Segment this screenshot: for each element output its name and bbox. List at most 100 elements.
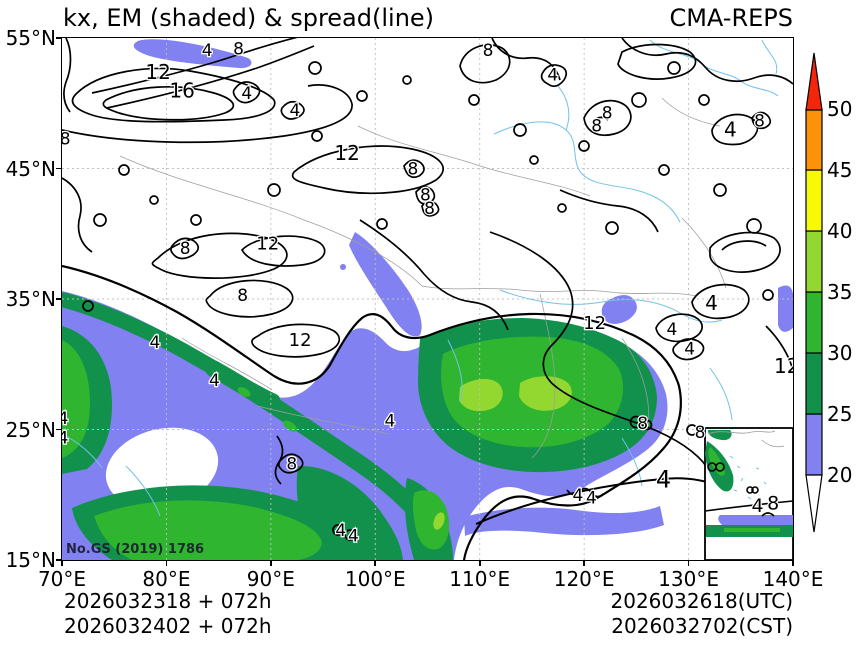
contour-label: 8 <box>180 239 191 259</box>
contour-label: 8 <box>424 199 435 219</box>
contour-label: 8 <box>591 117 602 137</box>
y-tick-mark <box>56 298 61 300</box>
contour-label: 8 <box>233 40 244 60</box>
y-tick-label: 35°N <box>5 287 56 311</box>
contour-label: 8 <box>483 41 494 61</box>
colorbar-tick-label: 40 <box>827 219 852 243</box>
x-tick-mark <box>583 561 585 566</box>
y-tick-mark <box>56 37 61 39</box>
colorbar-under-arrow <box>805 474 823 533</box>
y-tick-mark <box>56 559 61 561</box>
contour-label: 8 <box>767 492 779 514</box>
contour-label: 12 <box>583 313 606 334</box>
valid-time-cst: 2026032702(CST) <box>611 614 793 638</box>
contour-label: 4 <box>62 428 68 448</box>
valid-time-utc: 2026032618(UTC) <box>610 589 794 613</box>
y-tick-label: 55°N <box>5 26 56 50</box>
x-tick-label: 120°E <box>553 567 615 591</box>
contour-label: 4 <box>751 495 763 517</box>
contour-label: 4 <box>150 333 161 353</box>
contour-label: 8 <box>637 414 648 434</box>
model-label: CMA-REPS <box>669 4 793 32</box>
colorbar-tick-label: 50 <box>827 97 852 121</box>
contour-label: 12 <box>289 330 312 351</box>
colorbar-band <box>805 291 823 354</box>
x-tick-label: 140°E <box>762 567 824 591</box>
colorbar-tick-label: 20 <box>827 463 852 487</box>
colorbar-tick-label: 25 <box>827 402 852 426</box>
init-time-cst: 2026032402 + 072h <box>64 614 272 638</box>
colorbar-tick-label: 45 <box>827 158 852 182</box>
contour-label: 8 <box>695 423 706 443</box>
inset-frame <box>704 427 793 560</box>
init-time-utc: 2026032318 + 072h <box>64 589 272 613</box>
contour-label: 8 <box>602 104 613 124</box>
colorbar-over-arrow <box>805 52 823 111</box>
map-approval-watermark: No.GS (2019) 1786 <box>66 542 205 557</box>
contour-label: 12 <box>334 141 359 165</box>
contour-label: 4 <box>241 84 252 104</box>
contour-label: 4 <box>656 466 671 494</box>
map-canvas: 4812164484884881288881281244441244412884… <box>62 38 793 560</box>
contour-labels: 4812164484884881288881281244441244412884… <box>62 38 793 547</box>
contour-label: 4 <box>586 488 597 508</box>
contour-label: 4 <box>202 41 213 61</box>
colorbar: 20 25 30 35 40 45 50 <box>805 52 852 533</box>
contour-label: 12 <box>145 60 170 84</box>
x-tick-mark <box>165 561 168 566</box>
x-tick-label: 110°E <box>449 567 511 591</box>
south-china-sea-inset <box>704 427 793 560</box>
colorbar-band <box>805 169 823 232</box>
contour-label: 8 <box>407 160 418 180</box>
contour-label: 8 <box>420 186 431 206</box>
colorbar-tick-label: 30 <box>827 341 852 365</box>
inset-coastlines <box>707 430 785 448</box>
contour-label: 12 <box>774 354 793 378</box>
contour-label: 8 <box>237 286 248 306</box>
x-tick-label: 130°E <box>658 567 719 591</box>
y-tick-label: 15°N <box>5 548 56 572</box>
contour-label: 4 <box>666 320 677 340</box>
contour-label: 4 <box>209 371 220 391</box>
contour-label: 4 <box>384 411 395 431</box>
inset-islands <box>729 455 767 500</box>
shaded-field <box>62 39 793 560</box>
inset-contours <box>704 462 793 517</box>
contour-label: 4 <box>705 291 718 315</box>
contour-label: 8 <box>62 130 71 150</box>
y-tick-mark <box>56 167 61 170</box>
y-tick-mark <box>56 428 61 431</box>
contour-label: 4 <box>572 486 583 506</box>
contour-label: 4 <box>335 521 346 541</box>
contour-label: 4 <box>348 526 359 546</box>
colorbar-band <box>805 352 823 415</box>
x-tick-mark <box>270 561 272 566</box>
x-tick-mark <box>374 561 377 566</box>
y-tick-label: 45°N <box>5 156 56 181</box>
contour-label: 4 <box>547 66 558 86</box>
x-tick-mark <box>792 561 794 566</box>
x-tick-label: 80°E <box>142 567 191 591</box>
colorbar-band <box>805 230 823 293</box>
x-tick-mark <box>687 561 690 566</box>
contour-label: 4 <box>62 409 68 429</box>
y-tick-label: 25°N <box>5 417 56 442</box>
contour-label: 4 <box>684 340 695 360</box>
gridlines <box>62 38 793 560</box>
contour-label: 8 <box>754 111 765 131</box>
chart-title: kx, EM (shaded) & spread(line) <box>63 4 435 32</box>
colorbar-tick-label: 35 <box>827 280 852 304</box>
colorbar-band <box>805 108 823 171</box>
x-tick-label: 70°E <box>37 567 87 591</box>
x-tick-mark <box>61 561 63 566</box>
contour-label: 4 <box>289 101 300 121</box>
contour-label: 12 <box>256 233 279 254</box>
contour-label: 4 <box>724 118 737 142</box>
x-tick-label: 100°E <box>344 567 406 591</box>
contour-label: 16 <box>169 78 194 102</box>
map-plot-area: 4812164484884881288881281244441244412884… <box>61 37 794 561</box>
colorbar-band <box>805 413 823 476</box>
x-tick-mark <box>478 561 481 566</box>
x-tick-label: 90°E <box>246 567 295 591</box>
